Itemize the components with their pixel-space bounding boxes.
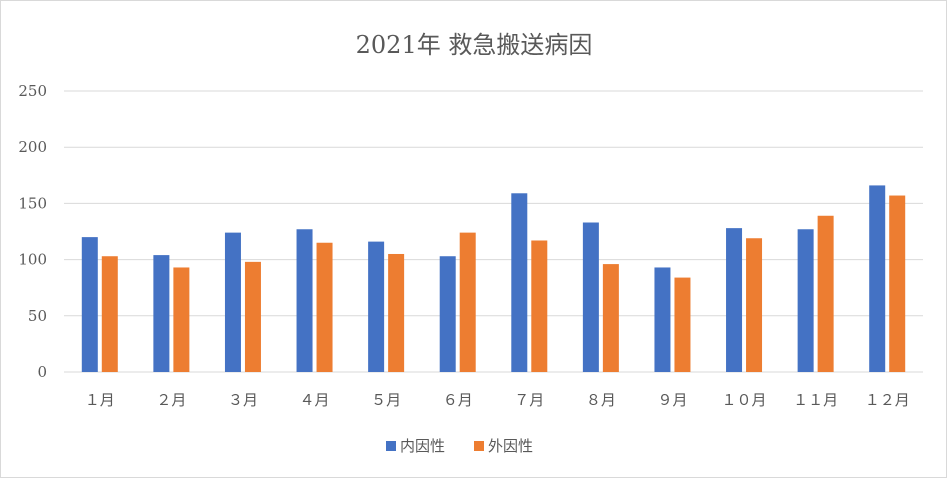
- x-tick-label: １１月: [793, 391, 838, 409]
- bar-gaiinsei: [602, 264, 619, 372]
- y-tick-label: 200: [18, 138, 47, 156]
- x-tick-label: ４月: [300, 391, 330, 409]
- y-tick-label: 100: [18, 251, 47, 269]
- gridlines: [64, 90, 923, 373]
- bar-gaiinsei: [674, 277, 691, 372]
- x-tick-label: ６月: [443, 391, 473, 409]
- legend-label: 外因性: [488, 437, 533, 455]
- y-tick-label: 150: [18, 194, 47, 212]
- x-axis-ticks: １月 ２月 ３月 ４月 ５月 ６月 ７月 ８月 ９月 １０月 １１月 １２月: [85, 391, 910, 409]
- y-axis-ticks: 0 50 100 150 200 250: [18, 82, 47, 381]
- bar-naiinsei: [296, 229, 313, 372]
- chart-title: 2021年 救急搬送病因: [356, 31, 593, 59]
- bar-naiinsei: [153, 255, 170, 372]
- x-tick-label: ５月: [371, 391, 401, 409]
- x-tick-label: １０月: [722, 391, 767, 409]
- legend-swatch: [474, 441, 484, 451]
- legend: 内因性 外因性: [386, 437, 533, 455]
- y-tick-label: 250: [18, 82, 47, 100]
- x-tick-label: ３月: [228, 391, 258, 409]
- bar-naiinsei: [368, 241, 385, 372]
- bar-naiinsei: [726, 228, 743, 372]
- bar-gaiinsei: [244, 261, 261, 372]
- x-tick-label: １２月: [865, 391, 910, 409]
- bars: [81, 185, 906, 372]
- x-tick-label: ８月: [586, 391, 616, 409]
- bar-gaiinsei: [173, 267, 190, 372]
- legend-label: 内因性: [400, 437, 445, 455]
- x-tick-label: ７月: [514, 391, 544, 409]
- bar-naiinsei: [654, 267, 671, 372]
- bar-gaiinsei: [817, 215, 834, 372]
- bar-naiinsei: [869, 185, 886, 372]
- bar-naiinsei: [439, 256, 456, 372]
- bar-gaiinsei: [746, 238, 763, 372]
- bar-gaiinsei: [101, 256, 118, 372]
- bar-naiinsei: [224, 232, 241, 372]
- y-tick-label: 0: [37, 363, 47, 381]
- x-tick-label: １月: [85, 391, 115, 409]
- y-tick-label: 50: [28, 307, 47, 325]
- bar-gaiinsei: [889, 195, 906, 372]
- legend-swatch: [386, 441, 396, 451]
- bar-naiinsei: [511, 193, 528, 372]
- bar-naiinsei: [582, 222, 599, 372]
- bar-gaiinsei: [531, 240, 548, 372]
- bar-naiinsei: [81, 237, 98, 372]
- bar-gaiinsei: [459, 232, 476, 372]
- bar-gaiinsei: [388, 253, 405, 372]
- bar-naiinsei: [797, 229, 814, 372]
- bar-gaiinsei: [316, 242, 333, 372]
- x-tick-label: ９月: [657, 391, 687, 409]
- x-tick-label: ２月: [156, 391, 186, 409]
